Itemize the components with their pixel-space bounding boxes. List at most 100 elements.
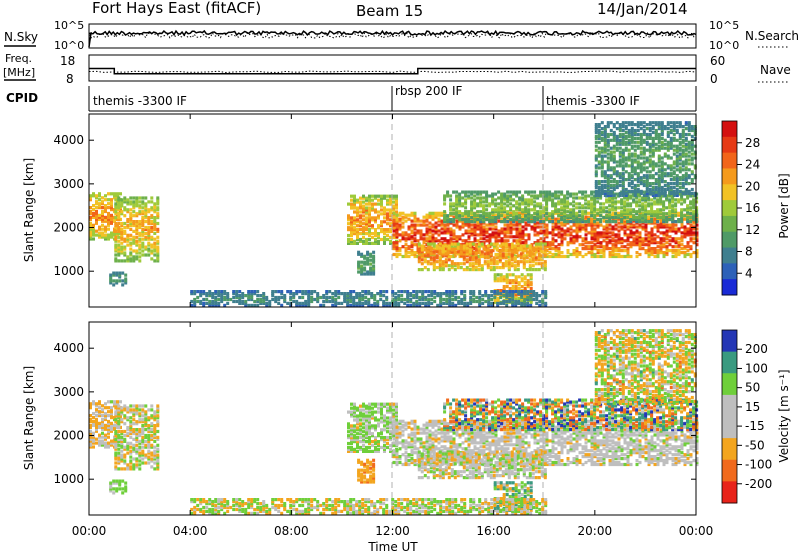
power-cell: [509, 227, 513, 231]
power-cell: [428, 237, 432, 241]
power-cell: [542, 210, 546, 214]
power-cell: [692, 194, 696, 198]
power-cell: [620, 245, 624, 249]
power-cell: [361, 295, 365, 300]
power-cell: [575, 254, 579, 259]
power-cell: [605, 210, 609, 214]
power-cell: [557, 233, 561, 237]
power-cell: [443, 216, 447, 220]
power-cell: [681, 174, 685, 178]
power-cell: [350, 202, 353, 206]
power-cell: [427, 303, 431, 307]
power-cell: [662, 251, 666, 255]
power-cell: [526, 297, 530, 302]
power-cell: [593, 208, 597, 212]
power-cell: [129, 214, 133, 218]
power-cell: [92, 211, 95, 216]
power-cell: [505, 294, 509, 298]
power-cell: [566, 241, 570, 245]
power-cell: [286, 301, 290, 305]
power-cell: [451, 294, 455, 298]
power-cell: [383, 228, 386, 232]
power-cell: [446, 190, 450, 194]
power-cell: [638, 220, 642, 224]
power-cell: [606, 168, 610, 172]
power-cell: [560, 254, 564, 259]
power-cell: [569, 241, 573, 245]
power-cell: [620, 220, 624, 224]
power-cell: [150, 196, 154, 200]
power-cell: [693, 144, 697, 148]
power-cell: [121, 279, 125, 283]
power-cell: [479, 192, 483, 196]
power-cell: [503, 206, 507, 210]
power-cell: [609, 128, 613, 133]
power-cell: [380, 198, 383, 202]
power-cell: [615, 170, 619, 174]
power-cell: [528, 246, 532, 250]
power-cell: [677, 245, 681, 249]
power-cell: [526, 273, 530, 277]
power-cell: [512, 210, 516, 214]
power-cell: [477, 262, 481, 266]
power-cell: [482, 229, 486, 233]
power-cell: [683, 254, 687, 259]
power-cell: [605, 229, 609, 233]
power-cell: [455, 202, 459, 206]
power-cell: [621, 142, 625, 146]
power-cell: [587, 220, 591, 224]
power-cell: [504, 244, 508, 248]
power-cell: [465, 248, 469, 252]
power-cell: [656, 202, 660, 206]
power-cell: [672, 127, 676, 131]
power-cell: [372, 254, 376, 258]
power-cell: [473, 200, 477, 204]
power-cell: [600, 180, 604, 184]
power-cell: [493, 275, 497, 279]
power-cell: [511, 292, 515, 296]
power-cell: [689, 202, 693, 206]
power-cell: [686, 196, 690, 200]
power-cell: [413, 233, 417, 237]
power-cell: [386, 216, 389, 220]
power-cell: [497, 239, 501, 243]
power-cell: [623, 212, 627, 216]
power-cell: [368, 216, 371, 220]
power-cell: [538, 303, 542, 307]
power-cell: [689, 217, 693, 221]
power-cell: [110, 233, 113, 237]
power-cell: [470, 202, 474, 206]
power-cell: [353, 228, 356, 232]
power-cell: [113, 233, 116, 237]
power-cell: [238, 299, 242, 304]
power-cell: [593, 223, 597, 227]
power-cell: [609, 185, 613, 190]
power-cell: [695, 235, 699, 239]
power-cell: [429, 262, 433, 266]
power-cell: [522, 254, 526, 258]
power-cell: [695, 252, 699, 257]
power-cell: [423, 248, 427, 252]
power-cell: [584, 233, 588, 237]
power-cell: [548, 192, 552, 196]
power-cell: [627, 148, 631, 152]
power-cell: [455, 190, 459, 194]
power-cell: [693, 174, 697, 178]
power-cell: [368, 210, 371, 214]
power-cell: [563, 200, 567, 204]
power-cell: [473, 198, 477, 202]
power-cell: [693, 176, 697, 180]
power-cell: [486, 260, 490, 264]
power-cell: [648, 128, 652, 133]
power-cell: [666, 172, 670, 176]
power-cell: [512, 190, 516, 194]
power-cell: [687, 150, 691, 154]
power-cell: [505, 275, 509, 279]
power-cell: [404, 213, 408, 217]
power-cell: [645, 187, 649, 192]
power-cell: [533, 223, 537, 227]
power-cell: [347, 214, 350, 218]
power-cell: [386, 228, 389, 232]
power-cell: [674, 198, 678, 202]
power-cell: [135, 220, 139, 224]
